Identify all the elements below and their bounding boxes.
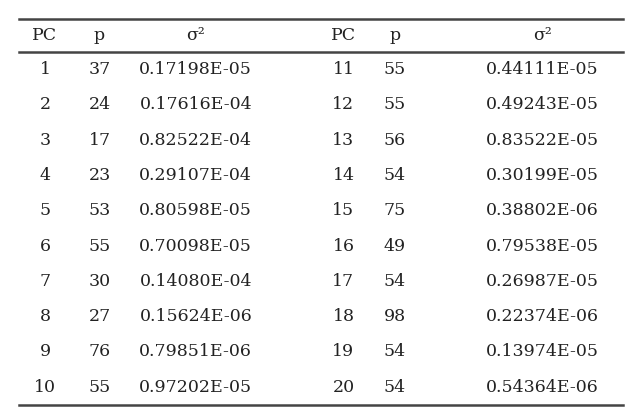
Text: 4: 4: [39, 167, 51, 184]
Text: 0.54364E-06: 0.54364E-06: [486, 379, 599, 395]
Text: 13: 13: [333, 132, 354, 149]
Text: 0.44111E-05: 0.44111E-05: [486, 61, 599, 78]
Text: 54: 54: [384, 379, 406, 395]
Text: 23: 23: [89, 167, 110, 184]
Text: 7: 7: [39, 273, 51, 290]
Text: 15: 15: [333, 203, 354, 219]
Text: 55: 55: [89, 379, 110, 395]
Text: 11: 11: [333, 61, 354, 78]
Text: PC: PC: [32, 27, 58, 44]
Text: 17: 17: [333, 273, 354, 290]
Text: 0.14080E-04: 0.14080E-04: [139, 273, 252, 290]
Text: 20: 20: [333, 379, 354, 395]
Text: 0.97202E-05: 0.97202E-05: [139, 379, 252, 395]
Text: 0.80598E-05: 0.80598E-05: [139, 203, 252, 219]
Text: 9: 9: [39, 344, 51, 360]
Text: 5: 5: [39, 203, 51, 219]
Text: 98: 98: [384, 308, 406, 325]
Text: 0.38802E-06: 0.38802E-06: [486, 203, 599, 219]
Text: 49: 49: [384, 238, 406, 254]
Text: 16: 16: [333, 238, 354, 254]
Text: 54: 54: [384, 273, 406, 290]
Text: 6: 6: [39, 238, 51, 254]
Text: 0.15624E-06: 0.15624E-06: [139, 308, 252, 325]
Text: 3: 3: [39, 132, 51, 149]
Text: p: p: [389, 27, 401, 44]
Text: σ²: σ²: [186, 27, 205, 44]
Text: 54: 54: [384, 344, 406, 360]
Text: 17: 17: [89, 132, 110, 149]
Text: σ²: σ²: [533, 27, 552, 44]
Text: 0.13974E-05: 0.13974E-05: [486, 344, 599, 360]
Text: 0.26987E-05: 0.26987E-05: [486, 273, 599, 290]
Text: 0.70098E-05: 0.70098E-05: [139, 238, 252, 254]
Text: 10: 10: [34, 379, 56, 395]
Text: 12: 12: [333, 97, 354, 113]
Text: 53: 53: [89, 203, 110, 219]
Text: 0.17616E-04: 0.17616E-04: [139, 97, 252, 113]
Text: 0.79538E-05: 0.79538E-05: [486, 238, 599, 254]
Text: 0.49243E-05: 0.49243E-05: [486, 97, 599, 113]
Text: 27: 27: [89, 308, 110, 325]
Text: 55: 55: [384, 61, 406, 78]
Text: p: p: [94, 27, 105, 44]
Text: 0.79851E-06: 0.79851E-06: [139, 344, 252, 360]
Text: 2: 2: [39, 97, 51, 113]
Text: 0.29107E-04: 0.29107E-04: [139, 167, 252, 184]
Text: 0.22374E-06: 0.22374E-06: [486, 308, 599, 325]
Text: 76: 76: [89, 344, 110, 360]
Text: 0.82522E-04: 0.82522E-04: [139, 132, 252, 149]
Text: 8: 8: [39, 308, 51, 325]
Text: 24: 24: [89, 97, 110, 113]
Text: 14: 14: [333, 167, 354, 184]
Text: 0.30199E-05: 0.30199E-05: [486, 167, 599, 184]
Text: 0.17198E-05: 0.17198E-05: [139, 61, 252, 78]
Text: 0.83522E-05: 0.83522E-05: [486, 132, 599, 149]
Text: 55: 55: [384, 97, 406, 113]
Text: PC: PC: [331, 27, 356, 44]
Text: 37: 37: [89, 61, 110, 78]
Text: 30: 30: [89, 273, 110, 290]
Text: 19: 19: [333, 344, 354, 360]
Text: 18: 18: [333, 308, 354, 325]
Text: 75: 75: [384, 203, 406, 219]
Text: 56: 56: [384, 132, 406, 149]
Text: 55: 55: [89, 238, 110, 254]
Text: 54: 54: [384, 167, 406, 184]
Text: 1: 1: [39, 61, 51, 78]
